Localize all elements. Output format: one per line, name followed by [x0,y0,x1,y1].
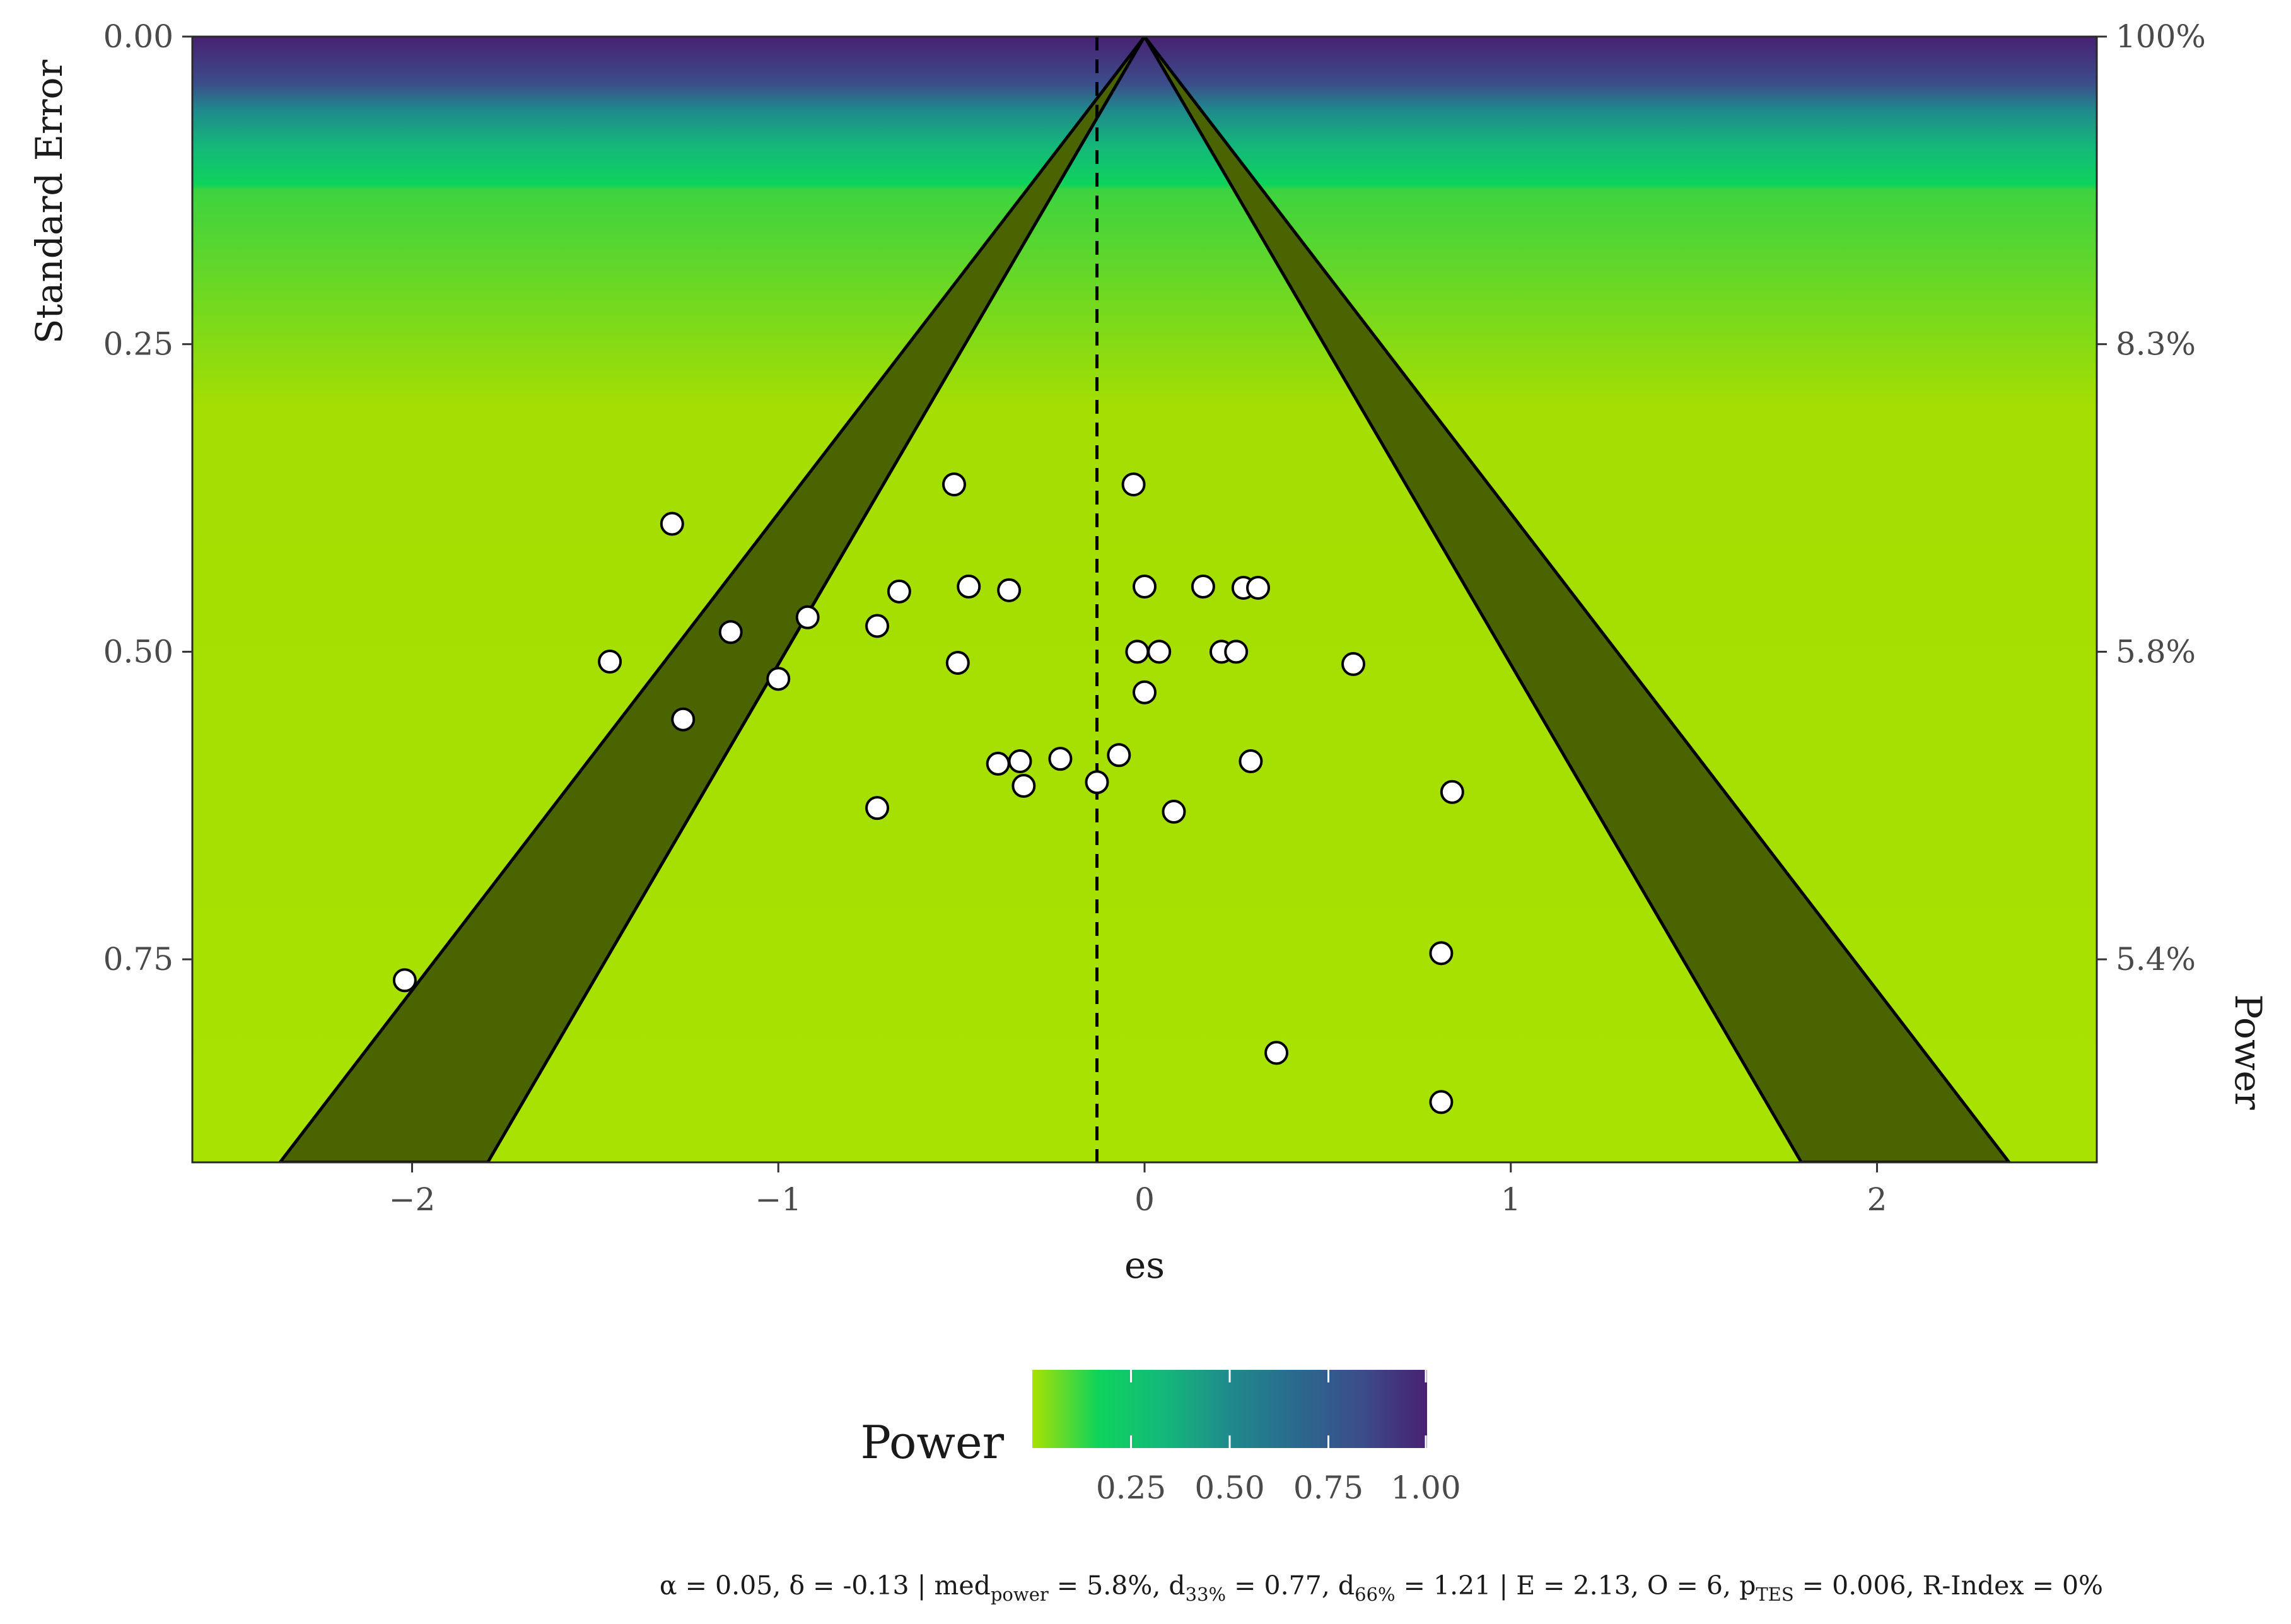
x-axis: −2 −1 0 1 2 [389,1162,1887,1218]
footnote-part2: = 5.8%, d [1049,1570,1186,1601]
data-point [1085,770,1109,795]
footnote-part5: = 0.006, R-Index = 0% [1794,1570,2103,1601]
data-point [1133,680,1157,704]
data-point [1008,749,1032,774]
data-point [997,578,1022,602]
legend: Power 0.25 0.50 0.75 1.00 [860,1370,1461,1506]
data-point [1011,774,1036,798]
y-right-tick-label: 5.8% [2116,633,2196,670]
data-point [887,579,911,604]
y-right-tick-label: 100% [2116,18,2206,55]
data-point [1121,472,1146,497]
data-point [718,620,743,645]
funnel-left-band [278,37,1146,1162]
legend-tick-label: 0.50 [1194,1469,1264,1506]
data-point [766,667,791,691]
legend-tick-label: 0.25 [1096,1469,1166,1506]
footnote-statistics: α = 0.05, δ = -0.13 | medpower = 5.8%, d… [660,1570,2103,1605]
data-point [942,472,966,497]
y-tick-label: 0.25 [103,326,173,363]
data-point [865,796,890,821]
funnel-right-band [1143,37,2011,1162]
y-right-tick-label: 5.4% [2116,941,2196,978]
data-point [865,614,890,638]
footnote-d33-sub: 33% [1186,1584,1226,1605]
y-right-tick-label: 8.3% [2116,326,2196,363]
data-point [1341,651,1366,676]
footnote-part3: = 0.77, d [1226,1570,1355,1601]
legend-colorbar [1032,1370,1427,1448]
data-point [945,650,970,675]
footnote-part4: = 1.21 | E = 2.13, O = 6, p [1396,1570,1756,1601]
data-point [1191,575,1215,599]
data-point [1107,743,1131,768]
data-point [1147,640,1172,664]
data-point [1429,941,1454,966]
y-axis-left: 0.00 0.25 0.50 0.75 [103,18,192,978]
x-tick-label: −1 [755,1181,802,1218]
data-point [1048,747,1073,771]
x-axis-title: es [1124,1244,1165,1287]
legend-title: Power [860,1416,1004,1469]
legend-tick-label: 1.00 [1390,1469,1460,1506]
data-point [392,968,417,993]
y-tick-label: 0.00 [103,18,173,55]
data-point [986,751,1010,776]
plot-panel [191,35,2098,1164]
data-point [795,605,820,629]
data-point [660,511,684,536]
data-point [1246,575,1271,600]
legend-ticks: 0.25 0.50 0.75 1.00 [1096,1370,1461,1506]
y-axis-right-title: Power [2227,994,2270,1110]
footnote-p-sub: TES [1756,1584,1793,1605]
y-axis-right: 100% 8.3% 5.8% 5.4% [2097,18,2206,978]
data-point [1429,1090,1454,1114]
x-tick-label: 2 [1867,1181,1887,1218]
data-point [1264,1041,1289,1065]
y-tick-label: 0.50 [103,633,173,670]
x-tick-label: 1 [1501,1181,1521,1218]
data-points [392,472,1464,1114]
data-point [598,650,622,674]
footnote-prefix: α = 0.05, δ = -0.13 | med [660,1570,991,1601]
data-point [671,707,696,732]
data-point [1162,800,1186,824]
y-axis-title: Standard Error [28,60,71,344]
x-tick-label: 0 [1134,1181,1155,1218]
footnote-med-sub: power [991,1584,1049,1605]
data-point [1239,749,1263,774]
data-point [1224,640,1249,664]
data-point [957,575,981,599]
x-tick-label: −2 [389,1181,436,1218]
y-tick-label: 0.75 [103,941,173,978]
data-point [1125,640,1150,664]
data-point [1440,780,1464,804]
legend-tick-label: 0.75 [1293,1469,1363,1506]
footnote-d66-sub: 66% [1355,1584,1395,1605]
data-point [1133,575,1157,599]
